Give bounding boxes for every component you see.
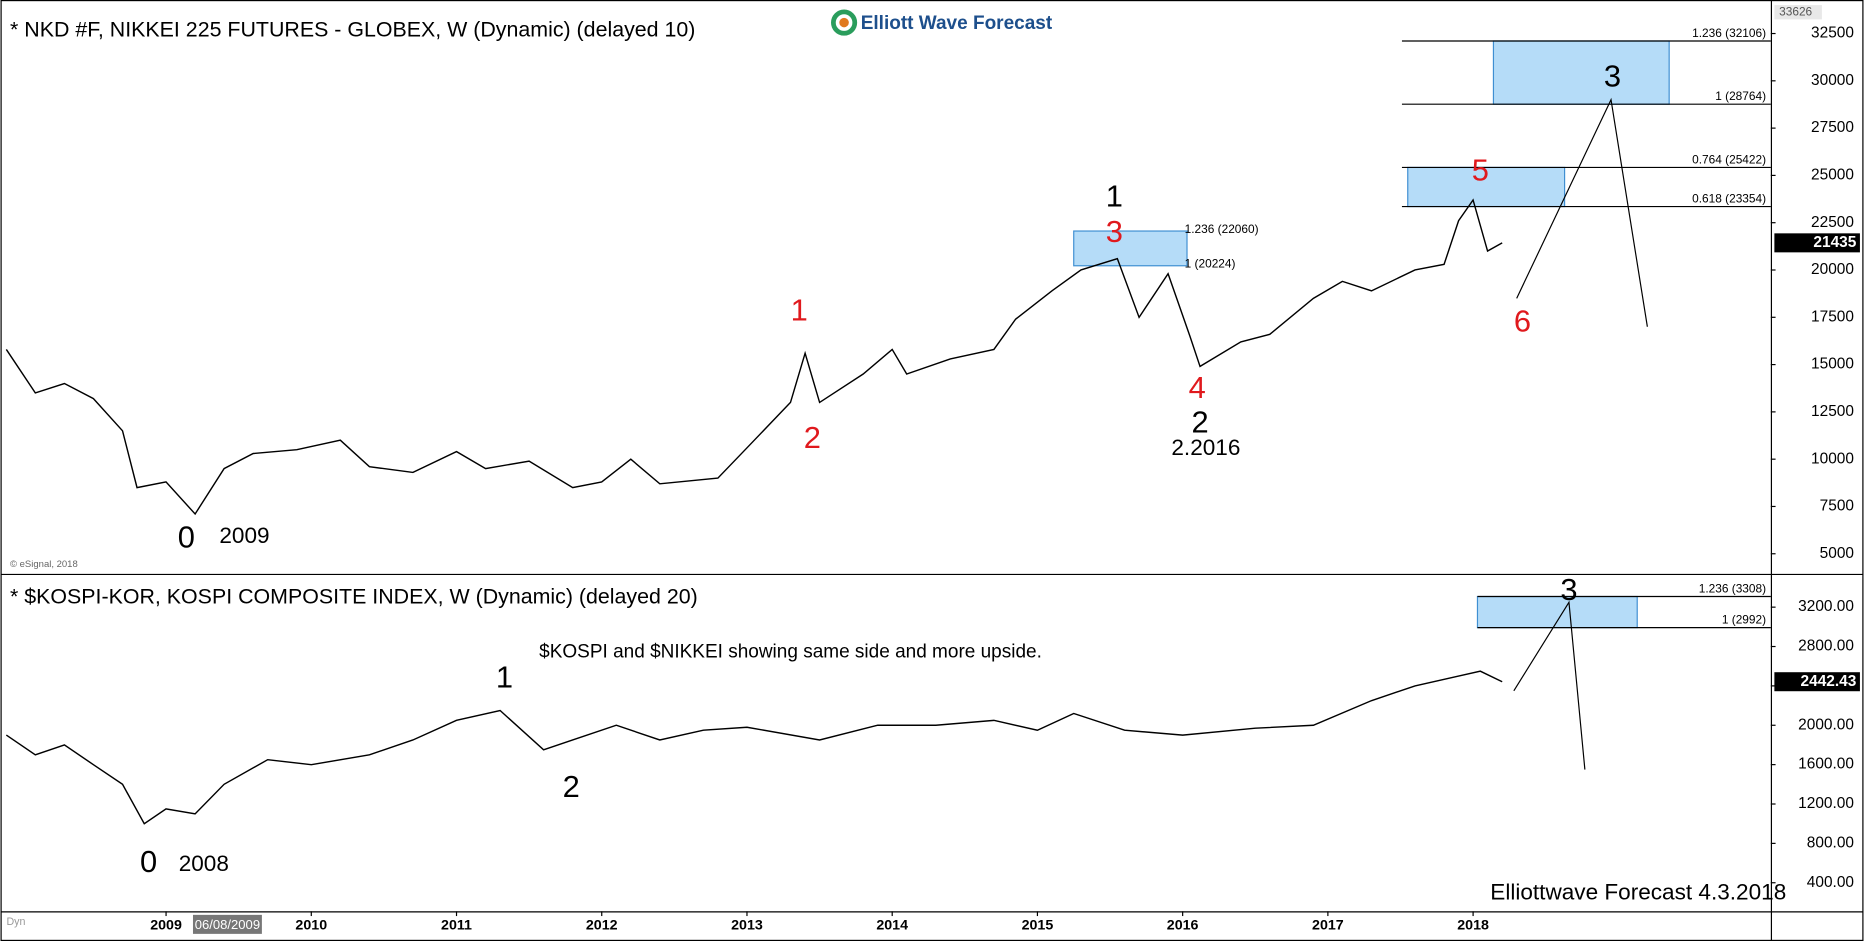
x-tick-label: 2011 bbox=[441, 917, 472, 933]
wave-label: 1 bbox=[1106, 179, 1123, 214]
wave-label: 3 bbox=[1560, 572, 1577, 607]
wave-label: 2 bbox=[563, 769, 580, 804]
y-tick-label: 5000 bbox=[1820, 545, 1854, 562]
last-price-label: 2442.43 bbox=[1801, 673, 1857, 690]
copyright: © eSignal, 2018 bbox=[10, 559, 78, 570]
y-tick-label: 10000 bbox=[1811, 450, 1854, 467]
target-box bbox=[1476, 595, 1638, 629]
top-value-box bbox=[1774, 5, 1822, 20]
y-tick-label: 12500 bbox=[1811, 403, 1854, 420]
y-tick-label: 3200.00 bbox=[1798, 598, 1854, 615]
target-box bbox=[1492, 40, 1670, 105]
y-tick-label: 800.00 bbox=[1807, 834, 1854, 851]
fib-level-label: 0.618 (23354) bbox=[1692, 192, 1766, 206]
y-tick-label: 20000 bbox=[1811, 261, 1854, 278]
x-tick-label: 2015 bbox=[1022, 917, 1054, 933]
wave-label: 3 bbox=[1106, 214, 1123, 249]
x-tick-label: 2009 bbox=[150, 917, 182, 933]
wave-label: 6 bbox=[1514, 303, 1531, 338]
x-tick-label: 2018 bbox=[1457, 917, 1489, 933]
x-tick-label: 2014 bbox=[876, 917, 908, 933]
y-tick-label: 32500 bbox=[1811, 25, 1854, 42]
y-tick-label: 2000.00 bbox=[1798, 716, 1854, 733]
y-tick-label: 7500 bbox=[1820, 498, 1854, 515]
logo-icon-center bbox=[839, 17, 849, 28]
dyn-label: Dyn bbox=[6, 916, 25, 928]
y-tick-label: 27500 bbox=[1811, 119, 1854, 136]
y-tick-label: 1200.00 bbox=[1798, 795, 1854, 812]
last-price-box bbox=[1774, 672, 1860, 692]
y-tick-label: 400.00 bbox=[1807, 874, 1854, 891]
wave-label: 1 bbox=[496, 660, 513, 695]
y-tick-label: 22500 bbox=[1811, 214, 1854, 231]
y-tick-label: 25000 bbox=[1811, 166, 1854, 183]
target-box bbox=[1073, 230, 1188, 267]
wave-label: 2 bbox=[804, 420, 821, 455]
x-tick-label: 2017 bbox=[1312, 917, 1344, 933]
wave-label: 2 bbox=[1191, 404, 1208, 439]
x-tick-label: 2013 bbox=[731, 917, 763, 933]
top-value-label: 33626 bbox=[1779, 4, 1812, 18]
y-tick-label: 30000 bbox=[1811, 72, 1854, 89]
wave-label: 0 bbox=[140, 844, 157, 879]
wave-label: $KOSPI and $NIKKEI showing same side and… bbox=[539, 641, 1042, 662]
y-tick-label: 15000 bbox=[1811, 356, 1854, 373]
price-line bbox=[5, 670, 1503, 825]
y-tick-label: 1600.00 bbox=[1798, 756, 1854, 773]
y-tick-label: 17500 bbox=[1811, 308, 1854, 325]
fib-level-label: 0.764 (25422) bbox=[1692, 152, 1766, 166]
fib-level-label: 1.236 (22060) bbox=[1185, 222, 1259, 236]
wave-label: 2009 bbox=[219, 523, 269, 548]
fib-level-label: 1.236 (32106) bbox=[1692, 26, 1766, 40]
x-tick-label: 2016 bbox=[1167, 917, 1199, 933]
projection-path bbox=[1513, 600, 1586, 770]
wave-label: 2.2016 bbox=[1171, 435, 1240, 460]
fib-level-label: 1 (2992) bbox=[1722, 613, 1766, 627]
cursor-date-box bbox=[192, 914, 262, 934]
logo-text: Elliott Wave Forecast bbox=[861, 13, 1053, 34]
footer: Elliottwave Forecast 4.3.2018 bbox=[1490, 879, 1786, 904]
wave-label: 5 bbox=[1472, 153, 1489, 188]
wave-label: 1 bbox=[791, 293, 808, 328]
logo: Elliott Wave Forecast bbox=[831, 9, 1053, 36]
chart-title: * NKD #F, NIKKEI 225 FUTURES - GLOBEX, W… bbox=[10, 18, 695, 42]
projection-path bbox=[1516, 97, 1648, 327]
wave-label: 4 bbox=[1189, 370, 1206, 405]
fib-level-label: 1.236 (3308) bbox=[1699, 582, 1766, 596]
chart-title: * $KOSPI-KOR, KOSPI COMPOSITE INDEX, W (… bbox=[10, 584, 698, 608]
wave-label: 0 bbox=[178, 520, 195, 555]
logo-icon bbox=[831, 9, 858, 36]
wave-label: 3 bbox=[1604, 59, 1621, 94]
y-tick-label: 2800.00 bbox=[1798, 638, 1854, 655]
last-price-label: 21435 bbox=[1813, 234, 1856, 251]
price-line bbox=[5, 198, 1503, 516]
cursor-date: 06/08/2009 bbox=[195, 917, 260, 932]
x-tick-label: 2012 bbox=[586, 917, 618, 933]
last-price-box bbox=[1774, 233, 1860, 253]
fib-level-label: 1 (20224) bbox=[1185, 257, 1236, 271]
x-tick-label: 2010 bbox=[295, 917, 327, 933]
wave-label: 2008 bbox=[179, 851, 229, 876]
fib-level-label: 1 (28764) bbox=[1715, 89, 1766, 103]
